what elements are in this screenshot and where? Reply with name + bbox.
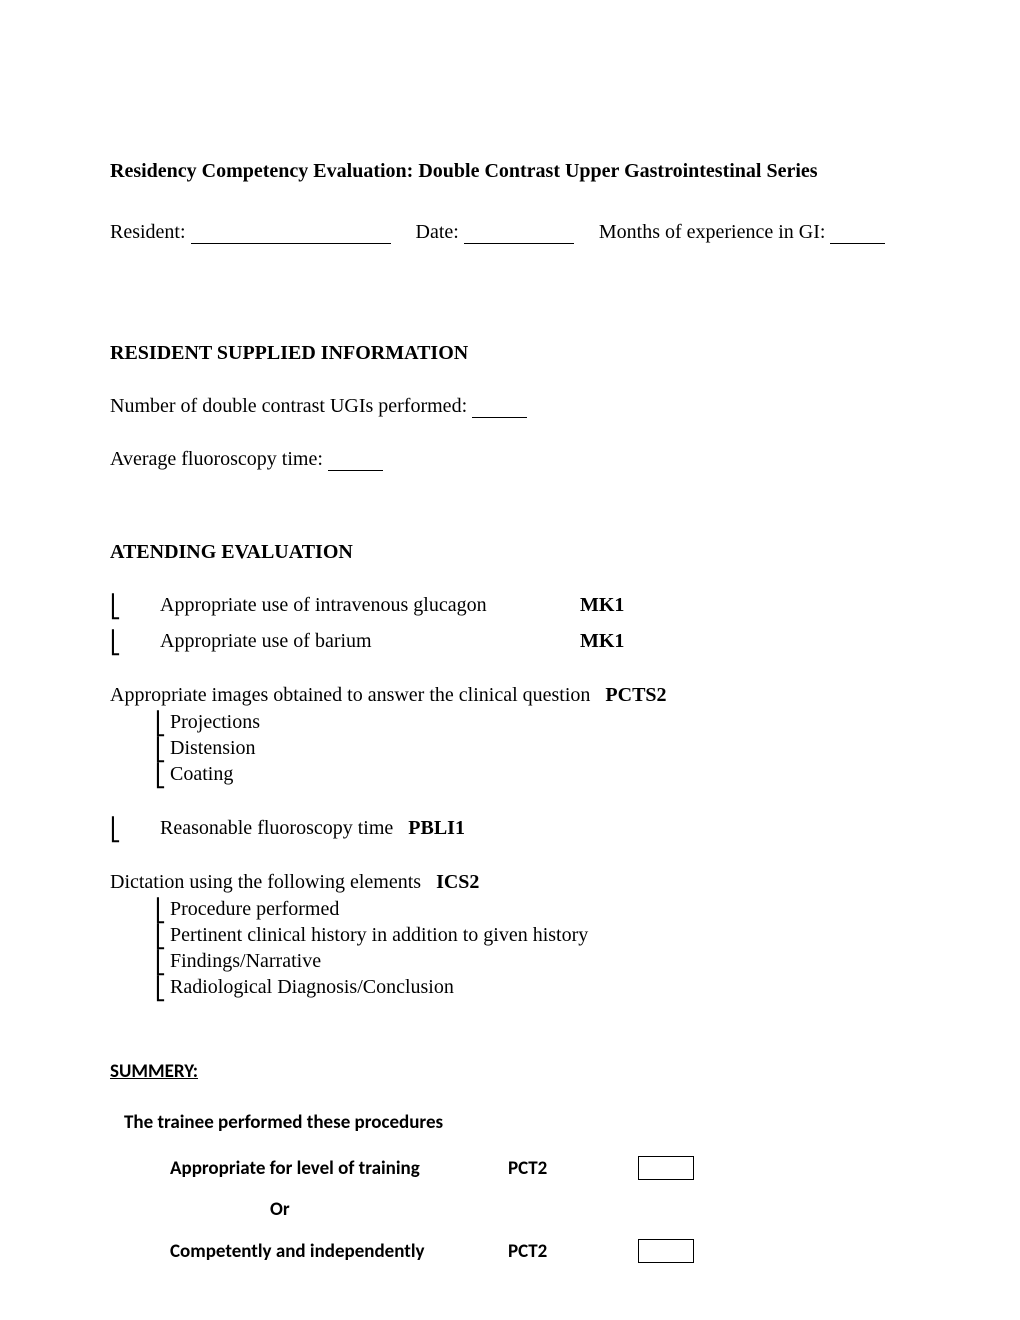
sub-label: Findings/Narrative [170,950,321,973]
sub-item-procedure: ⎣ Procedure performed [110,898,910,924]
bracket-icon[interactable]: ⎣ [110,763,170,789]
eval-item-glucagon: ⎣ Appropriate use of intravenous glucago… [110,594,910,620]
eval-item-fluoro-time: ⎣ Reasonable fluoroscopy time PBLI1 [110,817,910,843]
sub-label: Coating [170,763,233,786]
bracket-icon[interactable]: ⎣ [110,924,170,950]
resident-info-heading: RESIDENT SUPPLIED INFORMATION [110,342,910,365]
sub-label: Pertinent clinical history in addition t… [170,924,588,947]
attending-heading: ATENDING EVALUATION [110,541,910,564]
resident-blank[interactable] [191,243,391,244]
fluoro-time-line: Average fluoroscopy time: [110,448,910,471]
sub-item-findings: ⎣ Findings/Narrative [110,950,910,976]
bracket-icon[interactable]: ⎣ [110,976,170,1002]
summary-opt-code: PCT2 [508,1157,608,1180]
bracket-icon[interactable]: ⎣ [110,630,160,656]
fluoro-time-label: Average fluoroscopy time: [110,448,323,470]
months-label: Months of experience in GI: [599,221,826,243]
sub-item-history: ⎣ Pertinent clinical history in addition… [110,924,910,950]
summary-opt-label: Appropriate for level of training [170,1157,508,1180]
eval-code: PCTS2 [605,684,666,706]
date-blank[interactable] [464,243,574,244]
eval-label: Appropriate use of intravenous glucagon [160,594,580,617]
resident-label: Resident: [110,221,186,243]
checkbox-competent[interactable] [638,1239,694,1263]
summary-opt-label: Competently and independently [170,1240,508,1263]
fluoro-time-blank[interactable] [328,470,383,471]
bracket-icon[interactable]: ⎣ [110,898,170,924]
ugi-count-blank[interactable] [472,417,527,418]
summary-option-appropriate: Appropriate for level of training PCT2 [110,1156,910,1180]
eval-item-dictation: Dictation using the following elements I… [110,871,910,894]
eval-label: Dictation using the following elements [110,871,421,893]
eval-item-images: Appropriate images obtained to answer th… [110,684,910,707]
eval-code: MK1 [580,630,624,653]
sub-label: Projections [170,711,260,734]
sub-item-diagnosis: ⎣ Radiological Diagnosis/Conclusion [110,976,910,1002]
eval-code: ICS2 [436,871,479,893]
bracket-icon[interactable]: ⎣ [110,950,170,976]
summary-opt-code: PCT2 [508,1240,608,1263]
bracket-icon[interactable]: ⎣ [110,817,160,843]
summary-intro: The trainee performed these procedures [124,1111,910,1134]
sub-item-coating: ⎣ Coating [110,763,910,789]
ugi-count-label: Number of double contrast UGIs performed… [110,395,467,417]
eval-label: Appropriate images obtained to answer th… [110,684,590,706]
eval-item-barium: ⎣ Appropriate use of barium MK1 [110,630,910,656]
eval-code: PBLI1 [408,817,465,840]
sub-item-distension: ⎣ Distension [110,737,910,763]
sub-label: Radiological Diagnosis/Conclusion [170,976,454,999]
date-label: Date: [416,221,459,243]
months-blank[interactable] [830,243,885,244]
sub-label: Distension [170,737,256,760]
summary-option-competent: Competently and independently PCT2 [110,1239,910,1263]
summary-or: Or [270,1198,910,1221]
page-title: Residency Competency Evaluation: Double … [110,160,910,183]
header-form-line: Resident: Date: Months of experience in … [110,221,910,244]
sub-item-projections: ⎣ Projections [110,711,910,737]
bracket-icon[interactable]: ⎣ [110,711,170,737]
eval-label: Reasonable fluoroscopy time [160,817,393,840]
summary-heading: SUMMERY: [110,1060,910,1083]
bracket-icon[interactable]: ⎣ [110,737,170,763]
sub-label: Procedure performed [170,898,339,921]
ugi-count-line: Number of double contrast UGIs performed… [110,395,910,418]
bracket-icon[interactable]: ⎣ [110,594,160,620]
checkbox-appropriate[interactable] [638,1156,694,1180]
eval-label: Appropriate use of barium [160,630,580,653]
eval-code: MK1 [580,594,624,617]
